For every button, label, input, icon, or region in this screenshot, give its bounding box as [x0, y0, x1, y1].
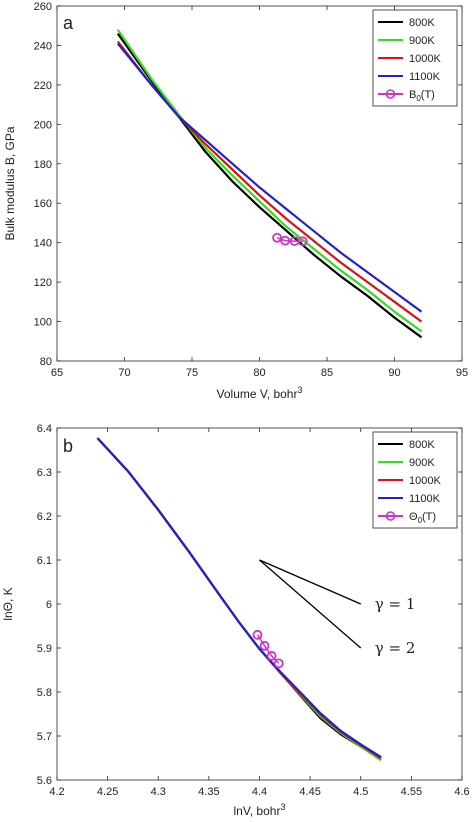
legend-label: 900K	[409, 457, 435, 469]
panel-letter: b	[63, 436, 73, 456]
series-line-1100K	[116, 42, 423, 313]
y-tick-label: 200	[34, 119, 52, 131]
y-tick-label: 6.2	[37, 511, 52, 523]
x-tick-label: 4.45	[299, 786, 320, 798]
legend-marker	[385, 89, 396, 99]
series-point	[273, 658, 284, 669]
x-tick-label: 4.25	[97, 786, 118, 798]
x-tick-label: 4.6	[454, 786, 469, 798]
annotation-label: γ = 2	[375, 639, 416, 657]
annotation-label: γ = 1	[375, 595, 416, 613]
annotation-line	[259, 559, 362, 605]
legend-label: 900K	[409, 35, 435, 47]
y-tick-label: 120	[34, 277, 52, 289]
y-tick-label: 6.4	[37, 423, 52, 435]
y-tick-label: 5.9	[37, 643, 52, 655]
series-point	[259, 640, 270, 651]
x-tick-label: 4.55	[401, 786, 422, 798]
legend-label: 1100K	[409, 493, 441, 505]
x-tick-label: 70	[118, 367, 130, 379]
x-tick-label: 4.5	[353, 786, 368, 798]
x-tick-label: 65	[51, 367, 63, 379]
series-point	[272, 232, 282, 243]
x-tick-label: 75	[186, 367, 198, 379]
annotation-line	[259, 559, 362, 649]
x-axis-title: Volume V, bohr3	[217, 385, 303, 401]
legend-marker	[385, 511, 396, 521]
legend-label: 800K	[409, 17, 435, 29]
y-tick-label: 5.8	[37, 687, 52, 699]
x-tick-label: 95	[456, 367, 468, 379]
series-point	[280, 235, 291, 246]
y-tick-label: 180	[34, 159, 52, 171]
y-tick-label: 260	[34, 1, 52, 13]
y-axis-title: lnΘ, K	[1, 587, 15, 620]
legend-label: 1000K	[409, 53, 441, 65]
legend-label: B0(T)	[409, 89, 435, 103]
y-axis-title: Bulk modulus B, GPa	[3, 126, 17, 240]
series-line-1100K	[96, 437, 382, 759]
y-tick-label: 5.7	[37, 731, 52, 743]
series-line-Θ	[256, 634, 280, 664]
y-tick-label: 140	[34, 238, 52, 250]
y-tick-label: 240	[34, 40, 52, 52]
x-tick-label: 4.4	[252, 786, 267, 798]
legend-label: 800K	[409, 439, 435, 451]
y-tick-label: 160	[34, 198, 52, 210]
panel-letter: a	[63, 13, 74, 33]
panel-a: 65 70 75 80 85 90 95 80 100 120 140 160 180 200 220 240…	[3, 1, 468, 401]
x-tick-label: 4.35	[198, 786, 219, 798]
y-tick-label: 6.3	[37, 467, 52, 479]
x-axis-title: lnV, bohr3	[234, 802, 286, 818]
x-tick-label: 80	[253, 367, 265, 379]
series-line-900K	[116, 29, 423, 333]
x-tick-label: 4.3	[151, 786, 166, 798]
legend-label: 1000K	[409, 475, 441, 487]
series-point	[297, 236, 308, 247]
x-tick-label: 90	[388, 367, 400, 379]
series-point	[252, 629, 263, 640]
y-tick-label: 100	[34, 317, 52, 329]
x-tick-label: 4.2	[49, 786, 64, 798]
y-tick-label: 6.1	[37, 555, 52, 567]
y-tick-label: 80	[40, 356, 52, 368]
series-point	[266, 651, 277, 661]
x-tick-label: 85	[321, 367, 333, 379]
legend-label: 1100K	[409, 71, 441, 83]
legend-label: Θ0(T)	[409, 511, 436, 525]
y-tick-label: 220	[34, 80, 52, 92]
y-tick-label: 6	[46, 599, 52, 611]
panel-b: 4.2 4.25 4.3 4.35 4.4 4.45 4.5 4.55 4.6 5.6 5.7 5.8…	[1, 423, 470, 818]
y-tick-label: 5.6	[37, 775, 52, 787]
